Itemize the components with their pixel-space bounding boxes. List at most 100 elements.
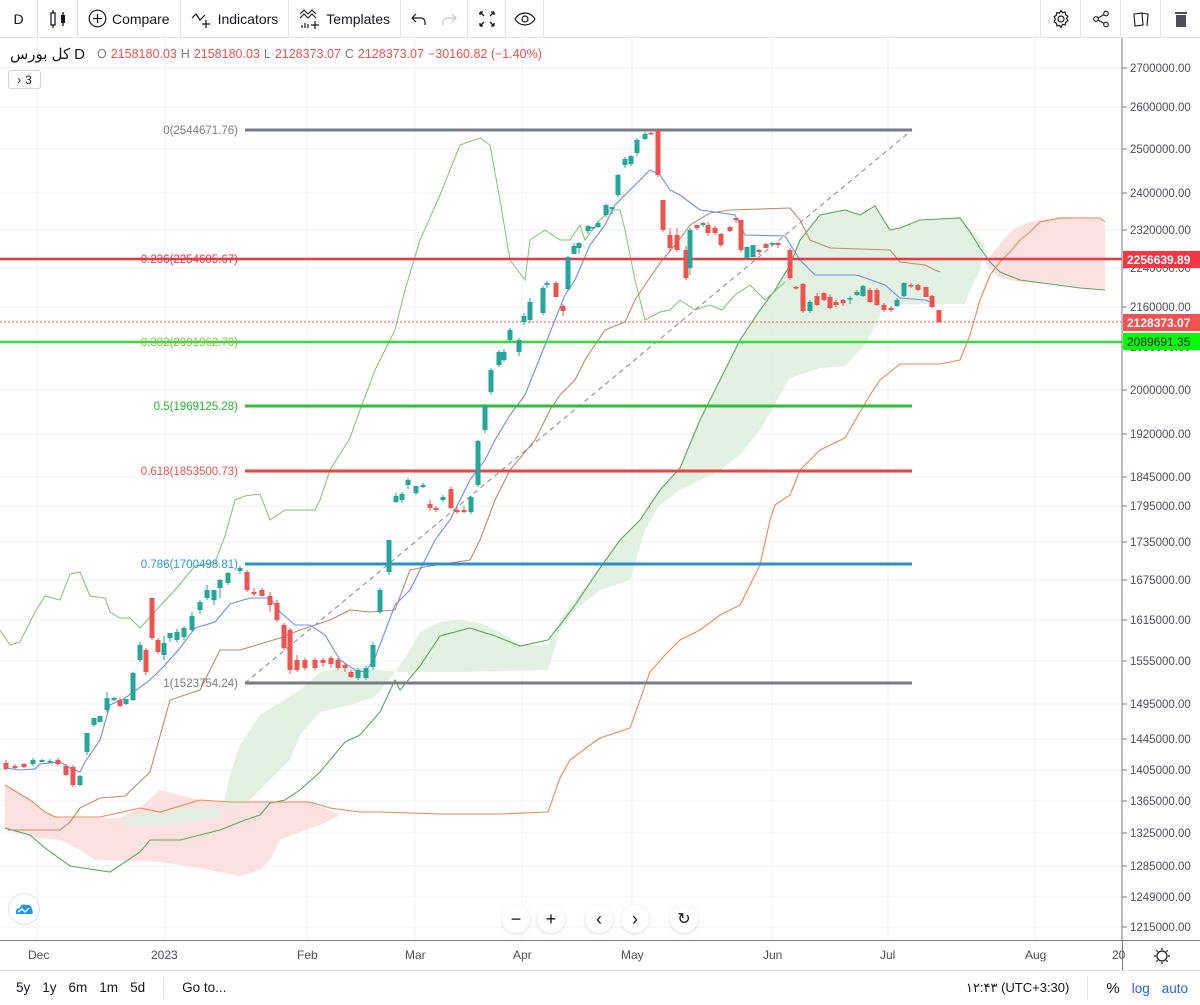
settings-button[interactable] — [1040, 0, 1080, 38]
candle — [63, 766, 69, 775]
price-axis-label: 1445000.00 — [1130, 734, 1191, 746]
candle — [189, 616, 195, 630]
close-value: 2128373.07 — [357, 47, 424, 61]
candle — [674, 235, 680, 250]
share-button[interactable] — [1080, 0, 1120, 38]
candle — [915, 285, 921, 290]
candle — [727, 227, 733, 231]
toolbar-right — [1040, 0, 1200, 38]
time-axis[interactable]: Dec 2023 Feb Mar Apr May Jun Jul Aug 20 — [0, 940, 1125, 970]
candle — [244, 572, 250, 590]
candle — [405, 480, 411, 485]
candle — [521, 316, 527, 322]
candle — [70, 767, 76, 785]
candle — [461, 510, 467, 512]
cloud-logo-icon — [15, 904, 33, 914]
scroll-left-button[interactable]: ‹ — [585, 905, 613, 933]
candle — [259, 590, 265, 596]
delete-button[interactable] — [1160, 0, 1200, 38]
candle — [881, 305, 887, 310]
undo-redo-group — [401, 0, 469, 38]
timezone-button[interactable]: ۱۲:۴۳ (UTC+3:30) — [965, 980, 1070, 995]
range-5d[interactable]: 5d — [130, 980, 146, 995]
redo-icon[interactable] — [441, 12, 457, 26]
open-value: 2158180.03 — [110, 47, 177, 61]
compare-button[interactable]: Compare — [78, 0, 181, 38]
share-icon — [1092, 10, 1109, 28]
candle — [496, 352, 502, 365]
axis-settings-button[interactable] — [1122, 940, 1200, 970]
candle — [888, 308, 894, 310]
time-label: Dec — [28, 948, 50, 962]
symbol-name[interactable]: کل بورس — [10, 46, 71, 63]
svg-text:0.5(1969125.28): 0.5(1969125.28) — [154, 401, 239, 413]
candle — [756, 250, 762, 252]
price-chart[interactable]: 0(2544671.76) 0.236(2254605.67) 0.382(20… — [0, 38, 1200, 940]
time-label: May — [621, 948, 644, 962]
eye-button[interactable] — [506, 0, 545, 38]
candle — [894, 300, 900, 306]
scroll-right-button[interactable]: › — [621, 905, 649, 933]
indicators-count: 3 — [25, 72, 32, 87]
candle — [769, 243, 775, 245]
candle — [814, 296, 820, 305]
price-axis-label: 2000000.00 — [1130, 385, 1191, 397]
candle — [448, 489, 454, 508]
candle — [718, 234, 724, 245]
candle — [687, 230, 693, 268]
indicators-button[interactable]: Indicators — [181, 0, 290, 38]
goto-button[interactable]: Go to... — [182, 980, 227, 995]
candle — [655, 130, 661, 175]
candle — [501, 352, 507, 360]
range-6m[interactable]: 6m — [68, 980, 88, 995]
minus-icon: − — [510, 908, 522, 929]
candle — [660, 200, 666, 230]
cloud-bearish-future — [985, 217, 1105, 290]
candle — [750, 245, 756, 257]
candle — [622, 159, 628, 165]
indicators-icon — [191, 12, 210, 28]
snapshot-button[interactable] — [1120, 0, 1160, 38]
gear-icon — [1052, 9, 1069, 29]
low-label: L — [263, 47, 271, 61]
candle — [642, 134, 648, 139]
range-1m[interactable]: 1m — [99, 980, 119, 995]
candle — [55, 760, 61, 764]
indicators-toggle-button[interactable]: › 3 — [8, 70, 41, 89]
candle — [174, 632, 180, 640]
candle — [700, 223, 706, 225]
last-price-tag: 2128373.07 — [1123, 314, 1200, 331]
candle — [342, 665, 348, 668]
interval-button[interactable]: D — [0, 0, 38, 38]
candle — [800, 284, 806, 311]
fullscreen-button[interactable] — [468, 0, 507, 38]
candle — [468, 497, 474, 512]
candle — [197, 602, 203, 610]
candle — [111, 698, 117, 700]
range-1y[interactable]: 1y — [42, 980, 57, 995]
tradingview-logo-button[interactable] — [8, 893, 40, 925]
price-axis-label: 1215000.00 — [1130, 922, 1191, 934]
auto-toggle[interactable]: auto — [1161, 980, 1188, 996]
candle — [744, 247, 750, 258]
svg-text:0.236(2254605.67): 0.236(2254605.67) — [141, 254, 238, 266]
zoom-in-button[interactable]: + — [537, 905, 565, 933]
chevron-right-icon: › — [632, 908, 638, 929]
candle — [370, 645, 376, 667]
templates-button[interactable]: Templates — [289, 0, 402, 38]
low-value: 2128373.07 — [274, 47, 341, 61]
candle — [281, 625, 287, 648]
candle — [91, 718, 97, 725]
candle — [274, 603, 280, 620]
chart-type-button[interactable] — [38, 0, 78, 38]
candle — [488, 370, 494, 392]
log-toggle[interactable]: log — [1131, 980, 1150, 996]
reset-chart-button[interactable]: ↻ — [670, 905, 698, 933]
candle — [553, 283, 559, 297]
percent-toggle[interactable]: % — [1106, 979, 1120, 997]
undo-icon[interactable] — [411, 12, 427, 26]
range-5y[interactable]: 5y — [16, 980, 31, 995]
price-axis-label: 1495000.00 — [1130, 699, 1191, 711]
zoom-out-button[interactable]: − — [502, 905, 530, 933]
candle — [527, 302, 533, 320]
